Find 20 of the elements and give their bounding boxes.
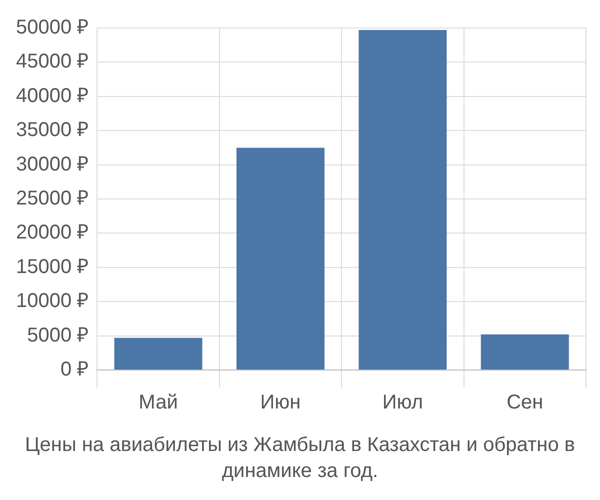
x-tick-label: Июн xyxy=(260,392,301,414)
y-tick-label: 20000 ₽ xyxy=(16,222,90,244)
y-tick-label: 0 ₽ xyxy=(60,358,90,381)
x-tick-label: Сен xyxy=(506,392,544,414)
y-tick-label: 40000 ₽ xyxy=(16,84,90,107)
bar xyxy=(480,334,569,370)
y-tick-label: 5000 ₽ xyxy=(27,324,90,346)
y-tick-label: 30000 ₽ xyxy=(16,153,90,176)
x-tick-label: Июл xyxy=(382,392,423,414)
x-tick-label: Май xyxy=(138,392,178,414)
bar xyxy=(358,30,447,370)
bar xyxy=(114,338,202,370)
y-tick-label: 45000 ₽ xyxy=(16,50,90,73)
y-tick-label: 35000 ₽ xyxy=(16,119,90,142)
y-tick-label: 25000 ₽ xyxy=(16,188,90,210)
y-tick-label: 15000 ₽ xyxy=(16,256,90,278)
bar xyxy=(236,148,324,370)
y-tick-label: 50000 ₽ xyxy=(16,16,90,39)
y-tick-label: 10000 ₽ xyxy=(16,290,90,312)
text: Цены на авиабилеты из Жамбыла в Казахстан и обратно в динамике за год. xyxy=(24,433,576,484)
